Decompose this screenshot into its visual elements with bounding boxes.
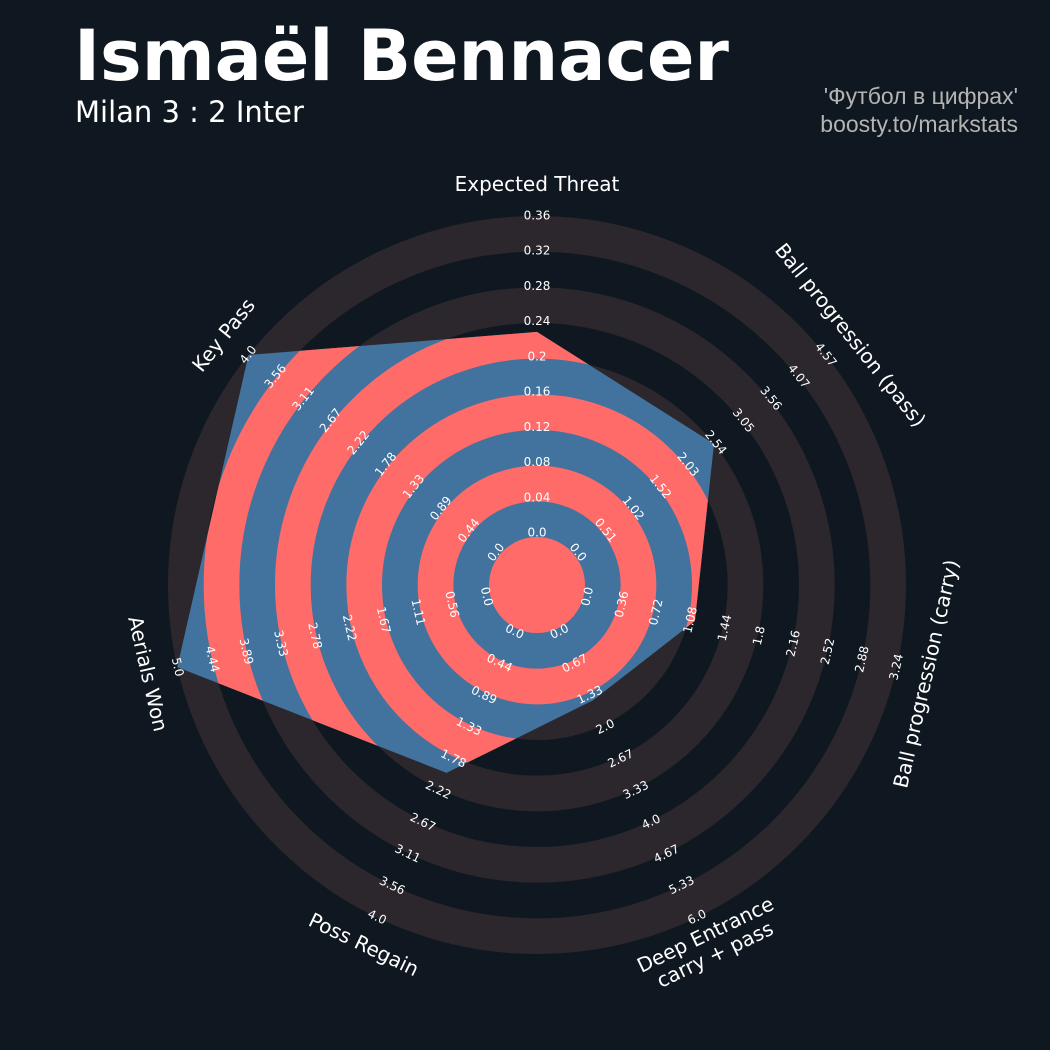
tick-label: 3.33 — [271, 629, 291, 658]
tick-label: 5.0 — [169, 656, 187, 678]
tick-label: 3.89 — [237, 637, 257, 666]
param-label: Expected Threat — [455, 172, 620, 196]
credit: boosty.to/markstats — [820, 111, 1018, 137]
tick-label: 0.72 — [646, 598, 666, 627]
param-label-line: Expected Threat — [455, 172, 620, 196]
tick-label: 1.67 — [374, 605, 394, 634]
tick-label: 4.44 — [203, 645, 223, 674]
tick-label: 0.36 — [612, 590, 632, 619]
tick-label: 3.24 — [886, 652, 906, 681]
tick-label: 0.0 — [478, 586, 496, 608]
tick-label: 2.52 — [818, 637, 838, 666]
credit: 'Футбол в цифрах' — [824, 83, 1018, 109]
ring — [274, 331, 715, 773]
tick-label: 0.2 — [527, 349, 546, 363]
tick-label: 1.8 — [750, 625, 768, 647]
ring — [167, 215, 907, 955]
tick-label: 0.0 — [527, 526, 546, 540]
tick-label: 2.78 — [305, 621, 325, 650]
center-circle — [489, 537, 585, 633]
tick-label: 2.16 — [783, 629, 803, 658]
chart-title: Ismaël Bennacer — [74, 15, 729, 97]
tick-label: 0.32 — [524, 244, 551, 258]
tick-label: 0.08 — [524, 455, 551, 469]
tick-label: 0.36 — [524, 209, 551, 223]
tick-label: 2.88 — [852, 645, 872, 674]
ring — [203, 331, 715, 773]
tick-label: 0.16 — [524, 385, 551, 399]
tick-label: 1.08 — [680, 605, 700, 634]
tick-label: 0.0 — [578, 586, 596, 608]
tick-label: 0.28 — [524, 279, 551, 293]
tick-label: 0.12 — [524, 420, 551, 434]
tick-label: 0.24 — [524, 314, 551, 328]
tick-label: 1.11 — [408, 598, 428, 627]
tick-label: 1.44 — [715, 613, 735, 642]
tick-label: 0.04 — [524, 490, 551, 504]
tick-label: 0.56 — [442, 590, 462, 619]
ring — [417, 465, 657, 705]
chart-subtitle: Milan 3 : 2 Inter — [75, 95, 304, 129]
tick-label: 2.22 — [340, 613, 360, 642]
